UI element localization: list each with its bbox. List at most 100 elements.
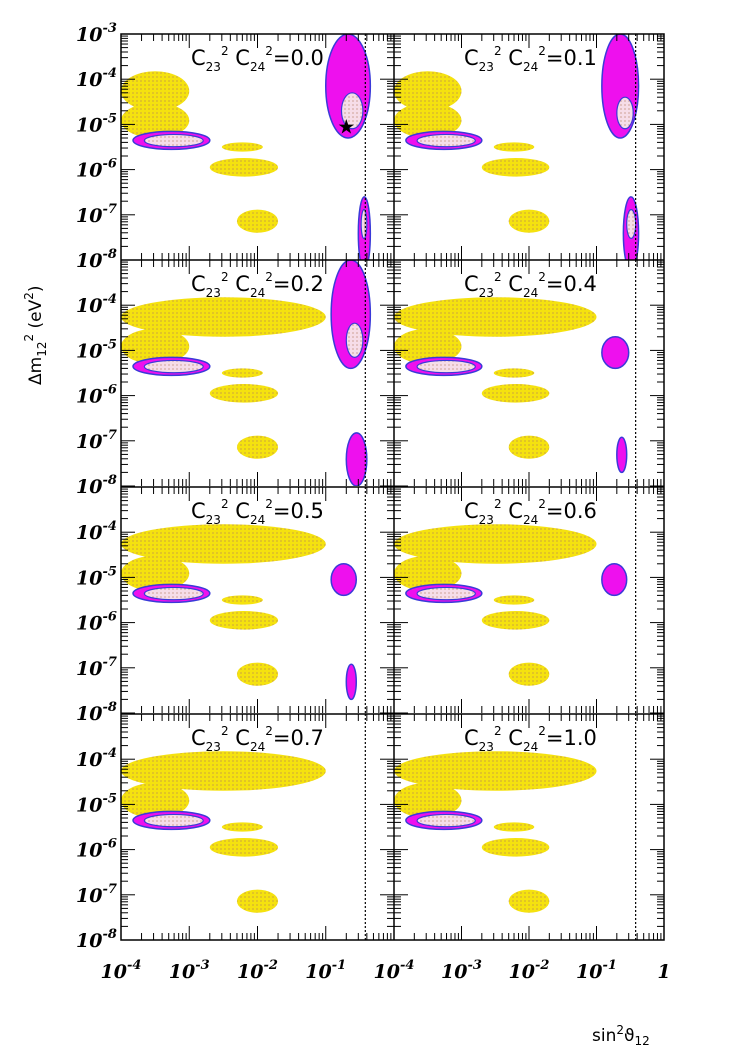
magenta-region-2 <box>345 432 368 486</box>
y-tick-label: 10-6 <box>76 157 117 182</box>
x-tick-label: 10-1 <box>305 958 346 983</box>
y-tick-label: 10-7 <box>76 428 117 453</box>
inner-region-1 <box>345 322 364 359</box>
yellow-region-3 <box>221 368 263 378</box>
panel-label: C232 C242=0.7 <box>191 724 324 754</box>
y-tick-label: 10-3 <box>76 21 117 46</box>
yellow-region-5 <box>508 889 550 913</box>
yellow-region-2 <box>394 328 462 365</box>
yellow-region-1 <box>121 71 190 111</box>
panel-label: C232 C242=0.6 <box>464 497 597 527</box>
y-tick-label: 10-4 <box>76 519 117 544</box>
yellow-region-5 <box>236 889 279 913</box>
yellow-region-4 <box>209 158 279 177</box>
yellow-region-3 <box>493 368 535 378</box>
magenta-region-1 <box>330 563 358 597</box>
y-tick-label: 10-7 <box>76 202 117 227</box>
yellow-region-4 <box>481 158 550 177</box>
x-tick-label: 1 <box>657 961 670 983</box>
inner-region-2 <box>360 209 368 240</box>
panel-5: C232 C242=0.5 <box>121 487 366 713</box>
y-tick-label: 10-5 <box>76 337 117 362</box>
y-tick-label: 10-6 <box>76 610 117 635</box>
panel-label: C232 C242=0.5 <box>191 497 324 527</box>
yellow-region-5 <box>508 435 550 459</box>
yellow-region-3 <box>493 142 535 152</box>
y-tick-label: 10-4 <box>76 746 117 771</box>
yellow-region-2 <box>121 782 190 819</box>
yellow-region-3 <box>221 822 263 832</box>
y-tick-label: 10-4 <box>76 66 117 91</box>
panel-label: C232 C242=0.2 <box>191 270 324 300</box>
y-tick-label: 10-6 <box>76 837 117 862</box>
yellow-region-2 <box>121 555 190 592</box>
yellow-region-2 <box>394 555 462 592</box>
panel-6: C232 C242=0.6 <box>394 487 637 713</box>
y-tick-label: 10-5 <box>76 791 117 816</box>
yellow-region-4 <box>209 384 279 403</box>
yellow-region-5 <box>236 662 279 686</box>
yellow-region-1 <box>121 524 326 564</box>
panel-label: C232 C242=0.1 <box>464 44 597 74</box>
magenta-region-1 <box>601 336 630 370</box>
x-tick-label: 10-3 <box>441 958 482 983</box>
x-tick-label: 10-1 <box>576 958 617 983</box>
panel-label: C232 C242=0.0 <box>191 44 324 74</box>
yellow-region-1 <box>394 297 597 337</box>
panel-3: C232 C242=0.2 <box>121 260 372 486</box>
inner-region-2 <box>143 359 204 374</box>
yellow-region-5 <box>508 662 550 686</box>
panel-2: C232 C242=0.1 <box>394 34 640 260</box>
yellow-region-1 <box>394 71 462 111</box>
best-fit-star-icon: ★ <box>337 114 355 138</box>
y-tick-label: 10-8 <box>76 473 117 498</box>
yellow-region-4 <box>209 838 279 857</box>
panel-label: C232 C242=1.0 <box>464 724 597 754</box>
y-axis-title: Δm122 (eV2) <box>22 285 49 385</box>
x-tick-label: 10-4 <box>374 958 415 983</box>
yellow-region-1 <box>121 297 326 337</box>
x-axis-title: sin2ϑ12 <box>592 1023 650 1048</box>
yellow-region-3 <box>221 142 263 152</box>
yellow-region-2 <box>121 102 190 139</box>
yellow-region-1 <box>394 751 597 791</box>
yellow-region-1 <box>121 751 326 791</box>
magenta-region-1 <box>601 563 628 597</box>
inner-region-1 <box>340 92 364 130</box>
panel-label: C232 C242=0.4 <box>464 270 597 300</box>
yellow-region-1 <box>394 524 597 564</box>
y-tick-label: 10-4 <box>76 292 117 317</box>
panel-1: ★ C232 C242=0.0 <box>121 34 372 260</box>
y-tick-label: 10-8 <box>76 927 117 952</box>
yellow-region-4 <box>209 611 279 630</box>
inner-region-1 <box>416 813 476 828</box>
inner-region-1 <box>416 586 476 601</box>
y-tick-label: 10-8 <box>76 247 117 272</box>
yellow-region-2 <box>394 102 462 139</box>
yellow-region-5 <box>508 209 550 233</box>
y-tick-label: 10-7 <box>76 655 117 680</box>
yellow-region-3 <box>221 595 263 605</box>
yellow-region-4 <box>481 384 550 403</box>
inner-region-1 <box>143 813 204 828</box>
y-tick-label: 10-7 <box>76 882 117 907</box>
yellow-region-4 <box>481 611 550 630</box>
inner-region-1 <box>616 96 634 130</box>
x-tick-label: 10-4 <box>101 958 142 983</box>
yellow-region-2 <box>394 782 462 819</box>
panel-7: C232 C242=0.7 <box>121 714 366 940</box>
magenta-region-2 <box>345 663 358 701</box>
labels-layer: 10-3 10-4 10-5 10-6 10-7 10-8 10-4 10-5 10-6 10-7… <box>22 21 671 1048</box>
inner-region-1 <box>143 586 204 601</box>
yellow-region-3 <box>493 822 535 832</box>
x-tick-label: 10-2 <box>509 958 550 983</box>
inner-region-3 <box>143 133 204 148</box>
yellow-region-2 <box>121 328 190 365</box>
inner-region-2 <box>626 209 637 240</box>
inner-region-3 <box>416 133 476 148</box>
y-tick-label: 10-8 <box>76 700 117 725</box>
y-tick-label: 10-5 <box>76 564 117 589</box>
x-tick-label: 10-2 <box>237 958 278 983</box>
yellow-region-4 <box>481 838 550 857</box>
